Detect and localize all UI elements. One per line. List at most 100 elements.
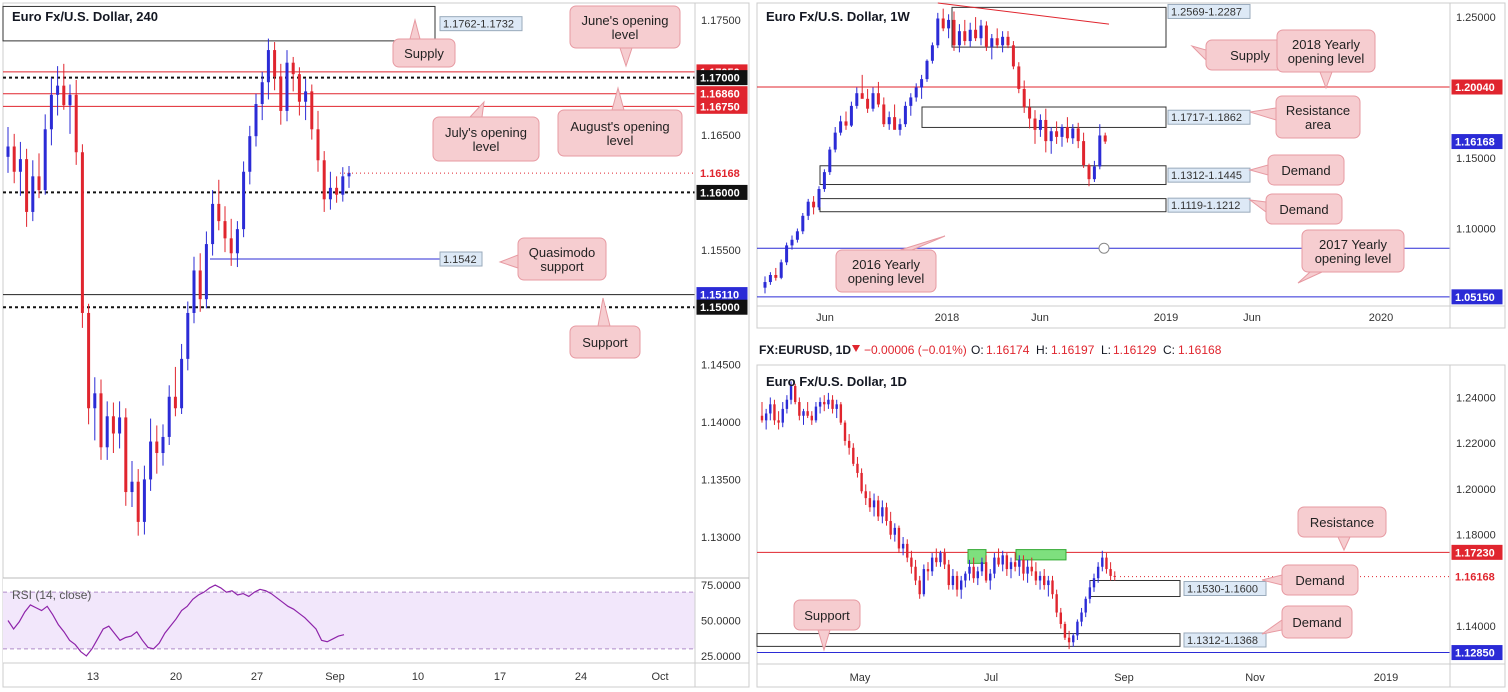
candle-body [328, 187, 332, 200]
candle-body [1006, 36, 1010, 46]
candle-body [1067, 637, 1071, 643]
callout-resistance-area-text: area [1305, 117, 1332, 132]
candle-body [1060, 127, 1064, 137]
candle-body [1076, 621, 1079, 636]
price-tag-240-bg [696, 165, 748, 181]
candle-body [951, 575, 955, 586]
panel-240-background [2, 5, 695, 309]
x-tick-1w: Jun [1243, 312, 1261, 324]
price-tag-1d-bg [1451, 544, 1503, 560]
candle-body [25, 159, 29, 212]
candle-body [1001, 36, 1005, 46]
candle-body [229, 238, 233, 254]
candle-body [795, 231, 799, 240]
candle-body [947, 564, 950, 586]
panel-1w-candles [763, 8, 1107, 294]
candle-body [155, 441, 159, 454]
candle-body [1101, 557, 1104, 567]
price-tag-240: 1.16000 [700, 187, 740, 199]
price-tag-1w: 1.16168 [1455, 137, 1495, 149]
candle-body [868, 498, 872, 508]
candle-body [347, 172, 351, 177]
candle-body [1044, 119, 1048, 142]
candle-body [1084, 598, 1087, 613]
resistance-touch-box [1015, 549, 1067, 561]
x-tick-240: Oct [651, 671, 668, 683]
callout-support-1d-text: Support [804, 608, 850, 623]
callout-demand-2-box [1265, 193, 1343, 225]
candle-body [310, 91, 314, 130]
y-tick-240: 1.17500 [701, 15, 741, 27]
candle-body [806, 411, 809, 416]
callout-supply-1w: Supply [1190, 39, 1295, 71]
zone-1w [819, 198, 1167, 213]
x-tick-240: Sep [325, 671, 345, 683]
candle-body [173, 396, 177, 409]
candle-body [1018, 559, 1021, 567]
rsi-title: RSI (14, close) [12, 588, 91, 602]
candle-body [794, 386, 797, 403]
candle-body [1028, 107, 1032, 119]
candle-body [801, 215, 805, 232]
candle-body [774, 274, 778, 278]
candle-body [316, 129, 320, 161]
callout-2016-yearly-text: opening level [848, 271, 925, 286]
price-tag-240-bg [696, 184, 748, 200]
candle-body [1022, 559, 1025, 574]
zone-label-1w-bg [1167, 3, 1251, 19]
price-tag-240: 1.16860 [700, 89, 740, 101]
callout-demand-1d-lower-box [1281, 605, 1353, 639]
candle-body [914, 87, 918, 98]
x-tick-1d: May [850, 672, 871, 684]
x-tick-240: 20 [170, 671, 182, 683]
candle-body [235, 229, 239, 254]
callout-demand-1-box [1267, 154, 1345, 186]
callout-resistance-1d-text: Resistance [1310, 515, 1374, 530]
zone-label-1d: 1.1312-1.1368 [1187, 635, 1258, 647]
candle-body [947, 19, 951, 29]
candle-body [266, 50, 270, 83]
callout-june-opening-text: level [612, 27, 639, 42]
y-tick-1d: 1.18000 [1456, 530, 1496, 542]
candle-body [903, 105, 907, 125]
candle-body [930, 45, 934, 61]
price-tag-240-bg [696, 299, 748, 315]
candle-body [1030, 566, 1033, 572]
candle-body [989, 573, 992, 581]
callout-august-opening-text: level [607, 133, 634, 148]
candle-body [831, 399, 834, 409]
candle-body [926, 569, 930, 572]
header-change: −0.00006 (−0.01%) [864, 343, 967, 357]
zone-label-1d-bg [1183, 632, 1267, 648]
zone-label-1d-bg [1183, 580, 1267, 596]
y-tick-240: 1.13000 [701, 532, 741, 544]
callout-august-opening-text: August's opening [570, 119, 669, 134]
level-handle-icon [1098, 242, 1110, 254]
candle-body [1080, 612, 1083, 622]
candle-body [1082, 141, 1086, 166]
candle-body [99, 393, 103, 448]
y-tick-1w: 1.15000 [1456, 153, 1496, 165]
candle-body [925, 60, 929, 80]
candle-body [960, 580, 963, 590]
candle-body [952, 19, 956, 46]
candle-body [980, 562, 984, 572]
candle-body [1109, 569, 1112, 576]
candle-body [31, 176, 35, 212]
price-tag-1w: 1.05150 [1455, 292, 1495, 304]
candle-body [49, 94, 53, 130]
candle-body [1005, 555, 1009, 570]
candle-body [142, 479, 146, 522]
callout-resistance-area-text: Resistance [1286, 103, 1350, 118]
candle-body [828, 149, 832, 173]
candle-body [893, 117, 897, 130]
price-tag-1d-bg [1451, 645, 1503, 661]
candle-body [827, 399, 830, 405]
candle-body [1098, 135, 1102, 167]
panel-1d-overlays: 1.1530-1.1600 1.1312-1.1368 Resistance Dema… [793, 506, 1450, 652]
candle-body [901, 543, 905, 549]
price-tag-1w: 1.20040 [1455, 82, 1495, 94]
candle-body [964, 573, 967, 581]
y-tick-1d: 1.20000 [1456, 484, 1496, 496]
